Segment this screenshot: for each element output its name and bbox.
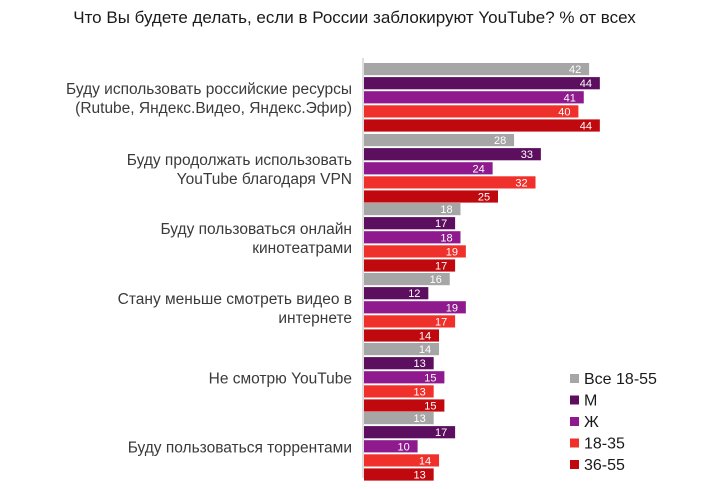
category-label-line: кинотеатрами [252, 240, 352, 257]
data-label: 19 [446, 246, 458, 258]
bar [364, 148, 541, 161]
data-label: 17 [435, 218, 447, 230]
bar [364, 190, 498, 203]
data-label: 18 [440, 232, 452, 244]
bar [364, 343, 440, 356]
bar [364, 454, 440, 467]
category-label: Буду пользоваться онлайн кинотеатрами [160, 221, 352, 257]
data-label: 14 [419, 331, 431, 343]
category-label-line: Не смотрю YouTube [209, 370, 352, 387]
data-label: 44 [580, 78, 592, 90]
bar [364, 385, 434, 398]
legend-label: Все 18-55 [584, 371, 657, 388]
bar [364, 91, 584, 104]
data-label: 13 [414, 470, 426, 482]
data-label: 18 [440, 204, 452, 216]
data-label: 32 [515, 177, 527, 189]
data-label: 25 [478, 192, 490, 204]
data-label: 40 [558, 106, 570, 118]
bar [364, 273, 450, 286]
data-label: 15 [424, 372, 436, 384]
category-label-line: Буду пользоваться торрентами [128, 439, 352, 456]
data-label: 28 [494, 135, 506, 147]
bar [364, 203, 461, 216]
legend-swatch [570, 460, 579, 469]
bar [364, 315, 456, 328]
bar [364, 426, 456, 439]
bar [364, 329, 440, 342]
data-label: 12 [408, 288, 420, 300]
bar [364, 371, 445, 384]
bar [364, 105, 579, 118]
bar [364, 259, 456, 272]
legend-label: 18-35 [584, 436, 625, 453]
bar [364, 468, 434, 481]
legend-swatch [570, 395, 579, 405]
data-label: 15 [424, 401, 436, 413]
bar [364, 77, 600, 90]
data-label: 14 [419, 455, 431, 467]
data-label: 14 [419, 344, 431, 356]
data-label: 33 [521, 149, 533, 161]
data-label: 17 [435, 427, 447, 439]
bar [364, 231, 461, 244]
category-label: Буду продолжать использовать YouTube благ… [127, 152, 352, 188]
category-label-line: Буду использовать российские ресурсы [66, 81, 352, 98]
data-label: 13 [414, 358, 426, 370]
data-label: 13 [414, 386, 426, 398]
data-label: 41 [564, 92, 576, 104]
legend-swatch [570, 438, 579, 448]
legend-swatch [570, 374, 579, 383]
category-label-line: Буду продолжать использовать [127, 152, 352, 169]
bar [364, 440, 418, 453]
data-label: 10 [397, 441, 409, 453]
data-label: 17 [435, 316, 447, 328]
category-label-line: интернете [278, 310, 352, 327]
data-label: 16 [430, 274, 442, 286]
data-label: 17 [435, 261, 447, 273]
bar [364, 412, 434, 425]
bar [364, 357, 434, 370]
legend-label: Ж [584, 414, 599, 431]
category-label: Не смотрю YouTube [209, 370, 352, 387]
category-label-line: Стану меньше смотреть видео в [118, 291, 352, 308]
category-label: Стану меньше смотреть видео в интернете [118, 291, 352, 327]
category-label-line: Буду пользоваться онлайн [160, 221, 352, 238]
data-label: 13 [414, 413, 426, 425]
legend-label: 36-55 [584, 457, 625, 474]
category-label: Буду использовать российские ресурсы (Rut… [66, 81, 352, 117]
legend-swatch [570, 417, 579, 426]
data-label: 24 [473, 163, 485, 175]
bar [364, 217, 456, 230]
bar [364, 134, 515, 147]
bar [364, 399, 445, 412]
category-label-line: YouTube благодаря VPN [177, 171, 352, 188]
data-label: 44 [580, 121, 592, 133]
bar [364, 245, 466, 258]
legend-label: М [584, 393, 597, 410]
bar [364, 162, 493, 175]
bar [364, 63, 590, 76]
bar [364, 301, 466, 314]
bar [364, 287, 429, 300]
data-label: 19 [446, 302, 458, 314]
category-label: Буду пользоваться торрентами [128, 439, 352, 456]
bar [364, 119, 600, 132]
data-label: 42 [569, 64, 581, 76]
bar [364, 176, 536, 189]
category-label-line: (Rutube, Яндекс.Видео, Яндекс.Эфир) [75, 100, 352, 117]
chart-title: Что Вы будете делать, если в России забл… [73, 8, 636, 27]
